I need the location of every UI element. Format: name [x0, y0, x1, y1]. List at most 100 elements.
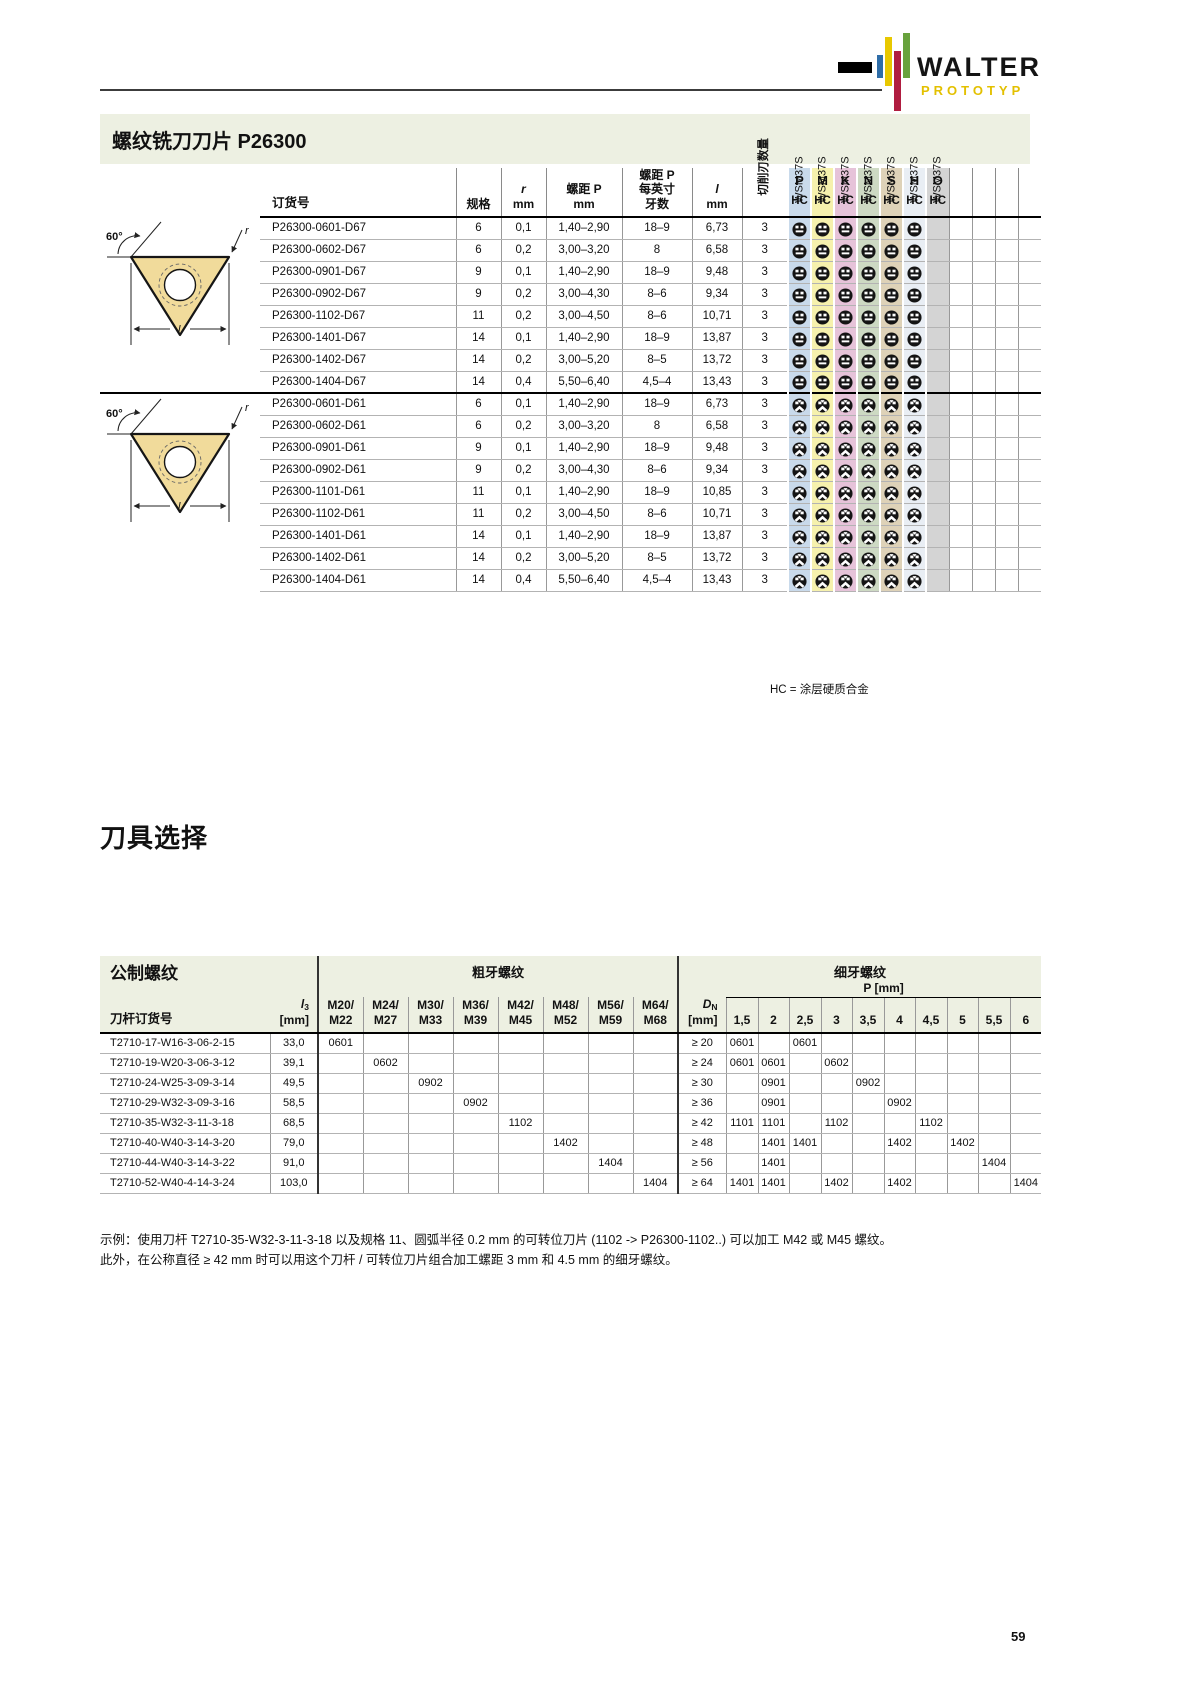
l3-cell: 79,0 — [269, 1133, 318, 1154]
d67-insert-icon — [838, 244, 853, 259]
coarse-insert-cell — [317, 1173, 363, 1194]
shank-order-cell: T2710-40-W40-3-14-3-20 — [100, 1133, 270, 1154]
insert-row: P26300-1404-D61 14 0,4 5,50–6,40 4,5–4 13,43 3 — [100, 569, 1041, 592]
d67-insert-icon — [815, 332, 830, 347]
d61-insert-icon — [861, 508, 876, 523]
coarse-insert-cell — [497, 1073, 543, 1094]
spec-cell: 9 — [455, 437, 501, 460]
length-cell: 13,72 — [691, 349, 742, 372]
empty-cell — [948, 503, 972, 526]
spec-cell: 14 — [455, 371, 501, 394]
tpi-cell: 4,5–4 — [621, 569, 692, 592]
coarse-insert-cell — [587, 1113, 633, 1134]
fine-insert-cell: 0602 — [820, 1053, 853, 1074]
suitability-cell-M — [810, 217, 834, 240]
metric-thread-header: 公制螺纹 — [100, 956, 318, 998]
edges-cell: 3 — [741, 547, 788, 570]
empty-cell — [948, 305, 972, 328]
fine-insert-cell — [1009, 1113, 1042, 1134]
suitability-cell-K — [833, 217, 857, 240]
empty-column-header — [948, 168, 972, 219]
suitability-cell-P — [787, 459, 811, 482]
d67-insert-icon — [861, 288, 876, 303]
edges-cell: 3 — [741, 239, 788, 262]
shank-row: T2710-52-W40-4-14-3-24 103,0 1404 ≥ 64 1401 1… — [100, 1173, 1042, 1194]
d61-insert-icon — [838, 420, 853, 435]
d67-insert-icon — [838, 375, 853, 390]
dn-spacer-cell — [677, 980, 727, 998]
d61-insert-icon — [838, 442, 853, 457]
empty-cell — [994, 283, 1018, 306]
shank-order-cell: T2710-29-W32-3-09-3-16 — [100, 1093, 270, 1114]
suitability-cell-N — [856, 459, 880, 482]
coarse-insert-cell: 0902 — [407, 1073, 453, 1094]
suitability-cell-M — [810, 349, 834, 372]
suitability-cell-S — [879, 569, 903, 592]
suitability-cell-S — [879, 392, 903, 416]
tpi-cell: 4,5–4 — [621, 371, 692, 394]
empty-material-cell-O — [925, 437, 949, 460]
spec-cell: 6 — [455, 392, 501, 416]
material-letter: O — [932, 173, 943, 188]
edges-cell: 3 — [741, 503, 788, 526]
dn-cell: ≥ 36 — [677, 1093, 727, 1114]
suitability-cell-H — [902, 327, 926, 350]
coarse-insert-cell — [362, 1073, 408, 1094]
pitch-label-row: P [mm] — [100, 980, 1042, 998]
d67-insert-icon — [792, 266, 807, 281]
fine-insert-cell — [883, 1073, 916, 1094]
order-number-cell: P26300-0602-D61 — [260, 415, 456, 438]
tpi-cell: 18–9 — [621, 392, 692, 416]
pitch-range-cell: 3,00–4,50 — [545, 503, 622, 526]
coarse-insert-cell — [542, 1113, 588, 1134]
material-column-header-M: M HC WSM37S — [810, 156, 834, 219]
suitability-cell-N — [856, 525, 880, 548]
coarse-insert-cell — [407, 1053, 453, 1074]
empty-cell — [948, 327, 972, 350]
l3-cell: 103,0 — [269, 1173, 318, 1194]
empty-cell — [1017, 217, 1041, 240]
suitability-cell-N — [856, 503, 880, 526]
insert-table-header: 订货号 规格 r mm 螺距 P mm 螺距 P 每英寸 牙数 l mm — [100, 139, 1041, 219]
d67-insert-icon — [884, 375, 899, 390]
suitability-cell-N — [856, 547, 880, 570]
suitability-cell-H — [902, 349, 926, 372]
d67-insert-icon — [861, 244, 876, 259]
material-letter: S — [887, 173, 896, 188]
fine-insert-cell: 1401 — [757, 1133, 790, 1154]
d67-insert-icon — [792, 332, 807, 347]
example-note-line1: 示例：使用刀杆 T2710-35-W32-3-11-3-18 以及规格 11、圆… — [100, 1233, 892, 1247]
suitability-cell-N — [856, 569, 880, 592]
empty-column-header — [994, 168, 1018, 219]
coarse-insert-cell — [632, 1093, 679, 1114]
spec-cell: 9 — [455, 261, 501, 284]
empty-material-cell-O — [925, 503, 949, 526]
d61-insert-icon — [792, 442, 807, 457]
fine-insert-cell — [946, 1073, 979, 1094]
coarse-size-header: M36/M39 — [452, 997, 498, 1035]
fine-insert-cell — [1009, 1053, 1042, 1074]
suitability-cell-H — [902, 503, 926, 526]
coarse-insert-cell — [497, 1033, 543, 1054]
coarse-insert-cell — [497, 1093, 543, 1114]
d67-insert-icon — [907, 332, 922, 347]
pitch-range-cell: 1,40–2,90 — [545, 525, 622, 548]
fine-insert-cell — [851, 1093, 885, 1114]
coating-label: HC — [814, 195, 831, 207]
d61-insert-icon — [815, 530, 830, 545]
coating-label: HC — [906, 195, 923, 207]
d61-insert-icon — [815, 398, 830, 413]
tpi-cell: 18–9 — [621, 217, 692, 240]
pitch-range-cell: 3,00–5,20 — [545, 547, 622, 570]
d61-insert-icon — [907, 486, 922, 501]
empty-cell — [948, 392, 972, 416]
empty-cell — [971, 392, 995, 416]
d61-insert-icon — [861, 530, 876, 545]
radius-cell: 0,2 — [500, 459, 546, 482]
empty-cell — [994, 239, 1018, 262]
pitch-value-header: 5 — [946, 997, 979, 1035]
d67-insert-icon — [884, 354, 899, 369]
d61-insert-icon — [907, 442, 922, 457]
coarse-insert-cell — [362, 1173, 408, 1194]
suitability-cell-P — [787, 305, 811, 328]
